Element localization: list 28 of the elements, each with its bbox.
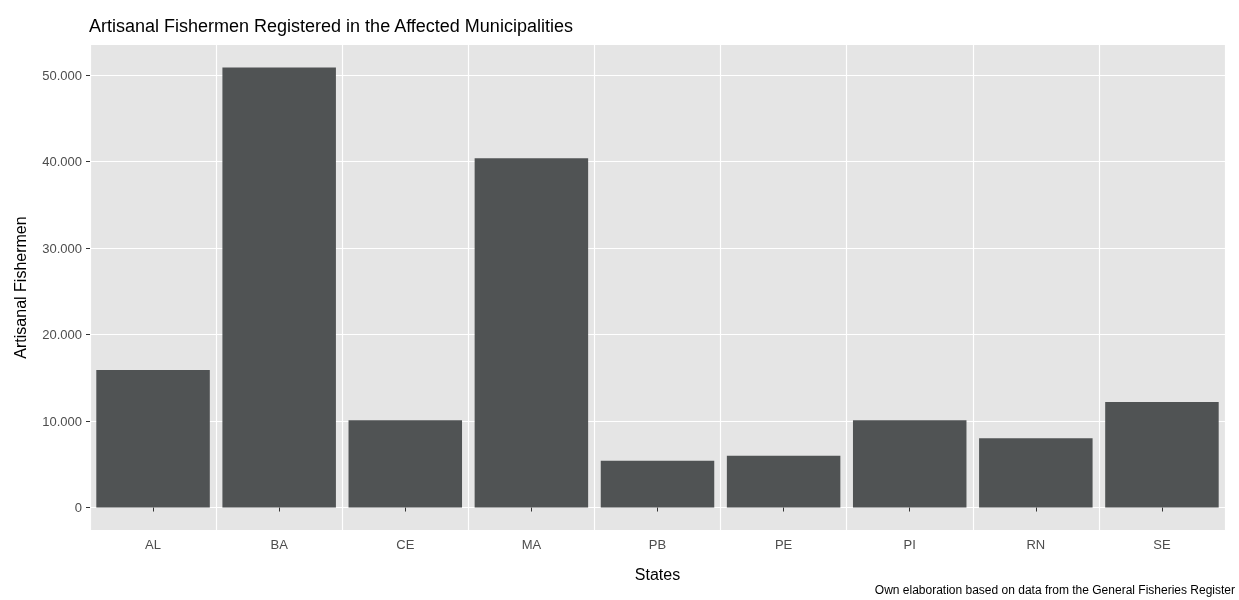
x-axis-title: States: [634, 565, 681, 583]
bar: [348, 420, 463, 508]
x-tick-label: BA: [270, 537, 289, 552]
y-tick-label: 10.000: [42, 413, 82, 429]
bar: [222, 67, 336, 508]
x-tick-label: CE: [396, 537, 415, 552]
x-tick-label: PE: [774, 537, 793, 552]
y-tick-label: 30.000: [42, 240, 82, 256]
x-tick-label: PI: [903, 537, 916, 552]
bar: [600, 460, 715, 508]
y-tick-label: 20.000: [42, 327, 82, 343]
x-tick-label: RN: [1026, 537, 1046, 552]
y-tick-label: 0: [74, 500, 82, 516]
bar: [96, 370, 210, 508]
bar: [726, 455, 841, 508]
x-tick-label: AL: [145, 537, 162, 552]
y-tick-label: 50.000: [42, 67, 82, 83]
y-tick-label: 40.000: [42, 154, 82, 170]
x-tick-label: SE: [1153, 537, 1171, 552]
chart-title: Artisanal Fishermen Registered in the Affected Municipalities: [89, 16, 573, 36]
bar: [852, 420, 967, 508]
bar: [474, 158, 589, 508]
bar: [979, 438, 1093, 508]
bar: [1105, 402, 1219, 508]
x-tick-label: MA: [521, 537, 542, 552]
text: Own elaboration based on data from the General Fisheries Register: [874, 583, 1236, 597]
x-tick-label: PB: [648, 537, 667, 552]
y-axis-title: Artisanal Fishermen: [11, 216, 29, 359]
